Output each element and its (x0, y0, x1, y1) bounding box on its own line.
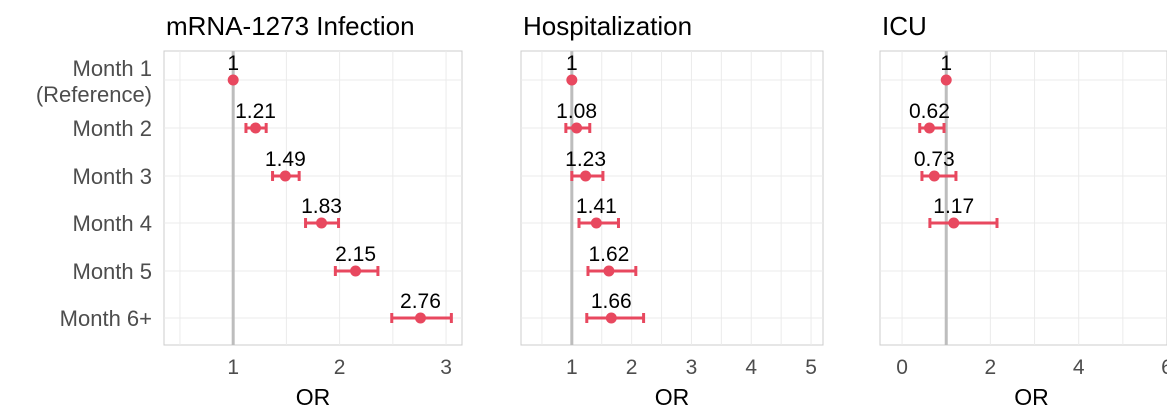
point-2-4 (590, 217, 602, 229)
data-label-2-6: 1.66 (591, 290, 632, 313)
x-tick-label-2-1: 2 (626, 356, 638, 379)
panel-title-2: Hospitalization (523, 11, 692, 41)
x-tick-label-3-3: 6 (1161, 356, 1167, 379)
panel-border-1 (163, 50, 463, 346)
point-3-3 (928, 170, 940, 182)
x-axis-label-1: OR (296, 384, 331, 410)
data-label-1-6: 2.76 (400, 290, 441, 313)
data-label-1-4: 1.83 (301, 195, 342, 218)
point-1-6 (414, 312, 426, 324)
x-tick-label-2-3: 4 (745, 356, 757, 379)
point-2-3 (580, 170, 592, 182)
data-label-2-3: 1.23 (565, 148, 606, 171)
point-1-5 (350, 265, 362, 277)
panel-title-3: ICU (882, 11, 927, 41)
row-label-5: Month 5 (73, 259, 153, 284)
data-label-2-4: 1.41 (576, 195, 617, 218)
data-label-2-2: 1.08 (556, 100, 597, 123)
row-label-3: Month 3 (73, 164, 153, 189)
point-3-4 (948, 217, 960, 229)
point-1-2 (250, 122, 262, 134)
x-tick-label-2-0: 1 (566, 356, 578, 379)
x-tick-label-3-0: 0 (896, 356, 908, 379)
panel-border-2 (520, 50, 824, 346)
point-2-5 (603, 265, 615, 277)
x-tick-label-3-2: 4 (1073, 356, 1085, 379)
x-tick-label-2-4: 5 (805, 356, 817, 379)
data-label-3-3: 0.73 (914, 148, 955, 171)
data-label-3-2: 0.62 (909, 100, 950, 123)
data-label-1-3: 1.49 (265, 148, 306, 171)
x-tick-label-1-1: 2 (334, 356, 346, 379)
data-label-2-5: 1.62 (588, 243, 629, 266)
x-axis-label-3: OR (1014, 384, 1049, 410)
data-label-3-4: 1.17 (933, 195, 974, 218)
data-label-1-2: 1.21 (235, 100, 276, 123)
x-tick-label-1-0: 1 (227, 356, 239, 379)
point-1-3 (279, 170, 291, 182)
panel-title-1: mRNA-1273 Infection (166, 11, 415, 41)
data-label-2-1: 1 (566, 52, 578, 75)
point-2-2 (571, 122, 583, 134)
row-label-1: Month 1 (Reference) (36, 56, 152, 107)
data-label-1-1: 1 (227, 52, 239, 75)
panel-border-3 (879, 50, 1167, 346)
point-3-2 (923, 122, 935, 134)
row-label-6: Month 6+ (60, 306, 152, 331)
row-label-4: Month 4 (73, 211, 153, 236)
x-tick-label-2-2: 3 (686, 356, 698, 379)
point-1-4 (316, 217, 328, 229)
data-label-1-5: 2.15 (335, 243, 376, 266)
x-tick-label-3-1: 2 (985, 356, 997, 379)
point-1-1 (227, 74, 239, 86)
x-tick-label-1-2: 3 (440, 356, 452, 379)
point-2-1 (566, 74, 578, 86)
x-axis-label-2: OR (655, 384, 690, 410)
point-3-1 (940, 74, 952, 86)
row-label-2: Month 2 (73, 116, 153, 141)
point-2-6 (605, 312, 617, 324)
data-label-3-1: 1 (940, 52, 952, 75)
